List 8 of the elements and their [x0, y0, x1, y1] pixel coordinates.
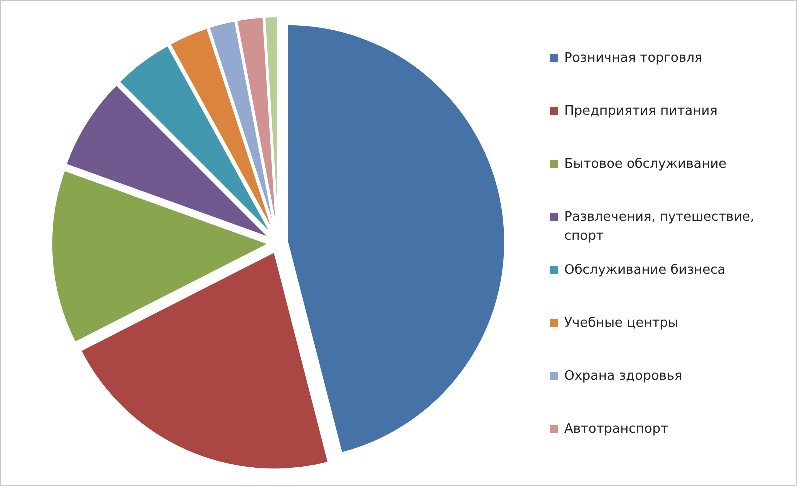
legend-label: Предприятия питания [564, 104, 718, 119]
legend-label: Розничная торговля [564, 51, 703, 66]
legend-label: Развлечения, путешествие, спорт [564, 210, 755, 244]
legend-label: Автотранспорт [564, 422, 669, 437]
legend-label: Обслуживание бизнеса [564, 263, 726, 278]
legend-label: Бытовое обслуживание [564, 157, 727, 172]
legend-label: Охрана здоровья [564, 369, 682, 384]
legend-label: Учебные центры [564, 316, 678, 331]
